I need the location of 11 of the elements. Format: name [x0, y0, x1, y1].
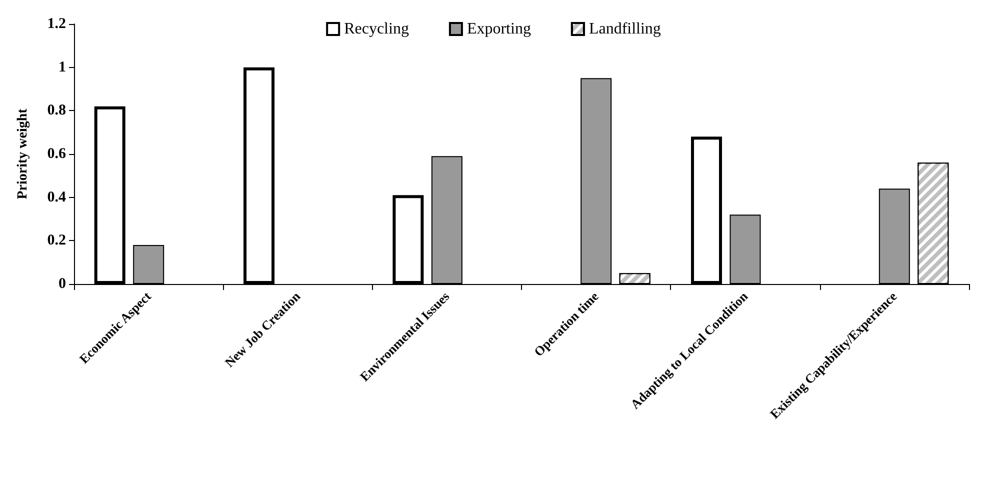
y-axis-title: Priority weight [16, 108, 30, 200]
y-tick-label: 0.8 [47, 102, 66, 119]
y-tick-label: 0.2 [47, 232, 66, 249]
y-tick-label: 1 [58, 59, 66, 76]
legend-label: Landfilling [588, 20, 661, 38]
legend-label: Recycling [344, 20, 409, 38]
y-tick-label: 0.6 [47, 146, 66, 162]
legend-label: Exporting [466, 20, 531, 38]
y-tick-label: 0 [58, 276, 66, 292]
y-tick-label: 1.2 [47, 16, 66, 32]
y-tick-label: 0.4 [47, 189, 66, 206]
